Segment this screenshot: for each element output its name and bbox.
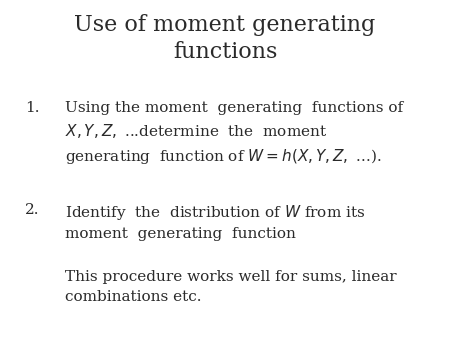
Text: Identify  the  distribution of $W$ from its
moment  generating  function: Identify the distribution of $W$ from it…	[65, 203, 366, 241]
Text: 2.: 2.	[25, 203, 39, 217]
Text: 1.: 1.	[25, 101, 39, 115]
Text: This procedure works well for sums, linear
combinations etc.: This procedure works well for sums, line…	[65, 270, 397, 304]
Text: Use of moment generating
functions: Use of moment generating functions	[74, 14, 376, 64]
Text: Using the moment  generating  functions of
$X, Y, Z,$ ...determine  the  moment
: Using the moment generating functions of…	[65, 101, 403, 166]
